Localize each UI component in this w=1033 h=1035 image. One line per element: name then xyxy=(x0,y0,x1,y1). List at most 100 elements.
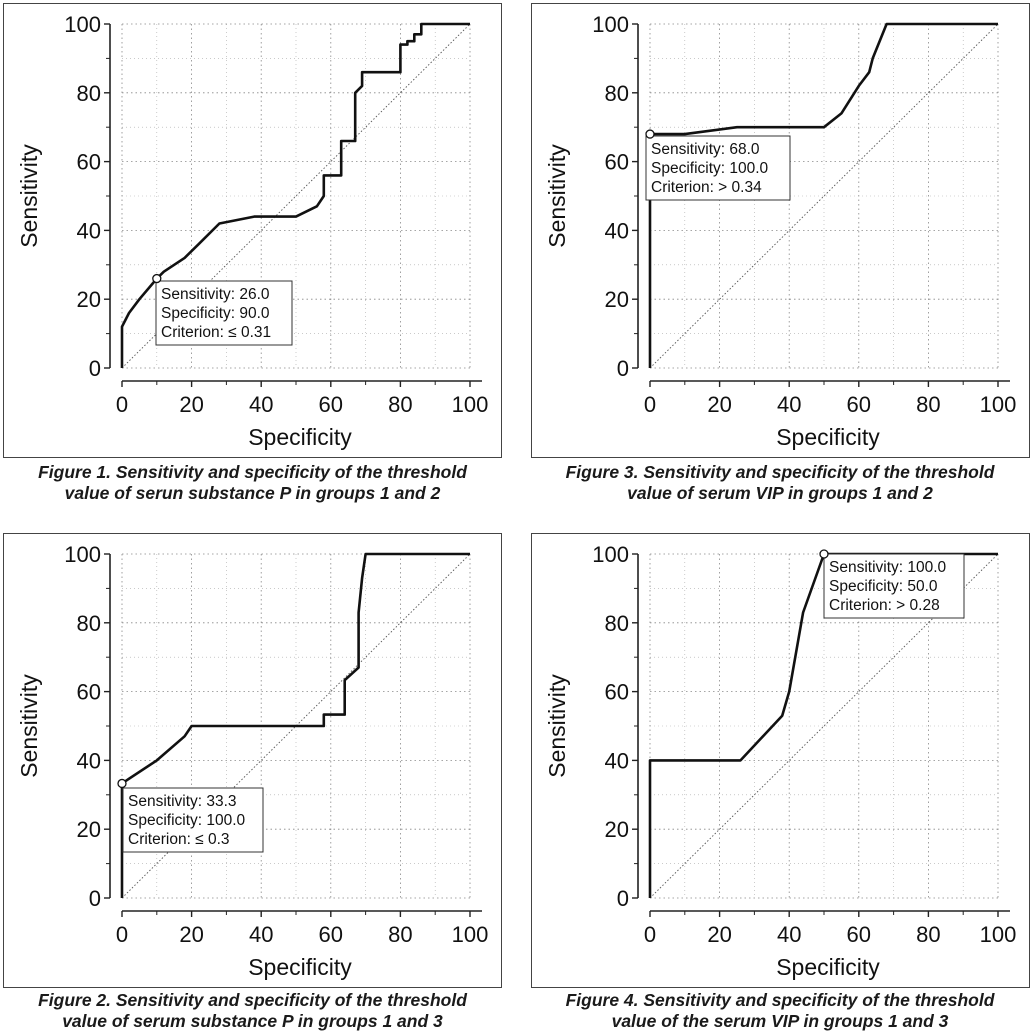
criterion-box xyxy=(155,280,293,346)
x-tick-label: 20 xyxy=(707,392,731,417)
y-tick-label: 0 xyxy=(89,886,101,911)
x-tick-label: 60 xyxy=(847,392,871,417)
y-tick-label: 80 xyxy=(605,81,629,106)
y-tick-label: 40 xyxy=(605,748,629,773)
figure-2-caption: Figure 2. Sensitivity and specificity of… xyxy=(0,990,505,1032)
x-tick-label: 100 xyxy=(452,922,489,947)
criterion-box xyxy=(122,787,264,853)
criterion-box-line: Sensitivity: 100.0 xyxy=(829,559,947,576)
criterion-box-line: Criterion: ≤ 0.31 xyxy=(161,324,271,341)
x-tick-label: 40 xyxy=(777,922,801,947)
x-tick-label: 100 xyxy=(980,392,1017,417)
y-tick-label: 80 xyxy=(77,611,101,636)
figure-4-plot: 0 20 40 60 80 100 0 20 40 60 80 100 Specificity Sensi… xyxy=(544,542,1017,980)
figure-3-caption: Figure 3. Sensitivity and specificity of… xyxy=(527,462,1033,504)
criterion-box-line: Sensitivity: 68.0 xyxy=(651,141,760,158)
criterion-box-line: Specificity: 100.0 xyxy=(128,812,246,829)
figure-1-caption-line-2: value of serun substance P in groups 1 a… xyxy=(64,483,441,503)
figure-2-caption-line-2: value of serum substance P in groups 1 a… xyxy=(62,1011,443,1031)
figure-3-chart: 0 20 40 60 80 100 0 20 40 60 80 100 Specificity Sensi… xyxy=(531,3,1030,458)
y-tick-label: 0 xyxy=(89,356,101,381)
criterion-box xyxy=(645,135,791,201)
criterion-point-marker xyxy=(645,129,655,139)
criterion-point-marker xyxy=(819,549,829,559)
y-tick-label: 40 xyxy=(77,218,101,243)
x-tick-label: 0 xyxy=(644,392,656,417)
figure-1-plot: 0 20 40 60 80 100 0 20 40 60 80 100 Specificity Sensi… xyxy=(16,12,489,450)
y-axis-title: Sensitivity xyxy=(16,674,42,778)
x-axis-title: Specificity xyxy=(776,424,880,450)
criterion-box-line: Criterion: ≤ 0.3 xyxy=(128,831,230,848)
roc-curve-line xyxy=(120,552,470,898)
criterion-box-line: Specificity: 100.0 xyxy=(651,160,769,177)
y-axis-title: Sensitivity xyxy=(16,144,42,248)
roc-curve-line xyxy=(648,22,998,368)
x-tick-label: 0 xyxy=(116,922,128,947)
criterion-box-line: Sensitivity: 26.0 xyxy=(161,286,270,303)
criterion-box xyxy=(823,553,965,619)
x-tick-label: 20 xyxy=(707,922,731,947)
x-tick-label: 80 xyxy=(916,392,940,417)
figure-1-caption: Figure 1. Sensitivity and specificity of… xyxy=(0,462,505,504)
y-tick-label: 0 xyxy=(617,886,629,911)
x-axis-title: Specificity xyxy=(248,424,352,450)
roc-curve-line xyxy=(120,22,470,368)
y-tick-label: 60 xyxy=(77,680,101,705)
figure-1-caption-line-1: Figure 1. Sensitivity and specificity of… xyxy=(38,462,467,482)
criterion-point-marker xyxy=(117,778,127,789)
x-axis-title: Specificity xyxy=(248,954,352,980)
y-tick-label: 80 xyxy=(77,81,101,106)
criterion-box-line: Criterion: > 0.34 xyxy=(651,179,762,196)
x-tick-label: 20 xyxy=(179,922,203,947)
x-tick-label: 80 xyxy=(388,392,412,417)
x-tick-label: 100 xyxy=(452,392,489,417)
figure-3-caption-line-2: value of serum VIP in groups 1 and 2 xyxy=(627,483,933,503)
figure-4-caption: Figure 4. Sensitivity and specificity of… xyxy=(527,990,1033,1032)
x-tick-label: 60 xyxy=(319,922,343,947)
y-tick-label: 20 xyxy=(77,287,101,312)
x-tick-label: 60 xyxy=(847,922,871,947)
x-tick-label: 0 xyxy=(644,922,656,947)
diagonal-reference-line xyxy=(649,23,999,369)
y-tick-label: 60 xyxy=(605,680,629,705)
x-tick-label: 40 xyxy=(249,922,273,947)
figure-1-chart: 0 20 40 60 80 100 0 20 40 60 80 100 Specificity Sensi… xyxy=(3,3,502,458)
y-tick-label: 40 xyxy=(605,218,629,243)
figure-4-caption-line-1: Figure 4. Sensitivity and specificity of… xyxy=(565,990,995,1010)
figure-3-plot: 0 20 40 60 80 100 0 20 40 60 80 100 Specificity Sensi… xyxy=(544,12,1017,450)
criterion-box-line: Sensitivity: 33.3 xyxy=(128,793,237,810)
y-tick-label: 100 xyxy=(592,542,629,567)
y-tick-label: 80 xyxy=(605,611,629,636)
y-tick-label: 60 xyxy=(77,150,101,175)
criterion-box-line: Specificity: 50.0 xyxy=(829,578,938,595)
x-tick-label: 40 xyxy=(249,392,273,417)
y-tick-label: 20 xyxy=(77,817,101,842)
x-tick-label: 80 xyxy=(388,922,412,947)
figure-2-plot: 0 20 40 60 80 100 0 20 40 60 80 100 Specificity Sensi… xyxy=(16,542,489,980)
y-tick-label: 40 xyxy=(77,748,101,773)
x-tick-label: 80 xyxy=(916,922,940,947)
y-tick-label: 20 xyxy=(605,817,629,842)
x-tick-label: 40 xyxy=(777,392,801,417)
criterion-box-line: Specificity: 90.0 xyxy=(161,305,270,322)
figure-2-chart: 0 20 40 60 80 100 0 20 40 60 80 100 Specificity Sensi… xyxy=(3,533,502,988)
y-tick-label: 20 xyxy=(605,287,629,312)
x-tick-label: 100 xyxy=(980,922,1017,947)
y-tick-label: 60 xyxy=(605,150,629,175)
x-axis-title: Specificity xyxy=(776,954,880,980)
diagonal-reference-line xyxy=(649,553,999,899)
roc-curve-line xyxy=(648,552,998,898)
y-tick-label: 100 xyxy=(592,12,629,37)
y-tick-label: 100 xyxy=(64,542,101,567)
y-tick-label: 0 xyxy=(617,356,629,381)
y-tick-label: 100 xyxy=(64,12,101,37)
x-tick-label: 60 xyxy=(319,392,343,417)
y-axis-title: Sensitivity xyxy=(544,674,570,778)
criterion-point-marker xyxy=(152,273,162,284)
y-axis-title: Sensitivity xyxy=(544,144,570,248)
x-tick-label: 20 xyxy=(179,392,203,417)
figure-4-caption-line-2: value of the serum VIP in groups 1 and 3 xyxy=(611,1011,949,1031)
criterion-box-line: Criterion: > 0.28 xyxy=(829,597,940,614)
x-tick-label: 0 xyxy=(116,392,128,417)
figure-4-chart: 0 20 40 60 80 100 0 20 40 60 80 100 Specificity Sensi… xyxy=(531,533,1030,988)
